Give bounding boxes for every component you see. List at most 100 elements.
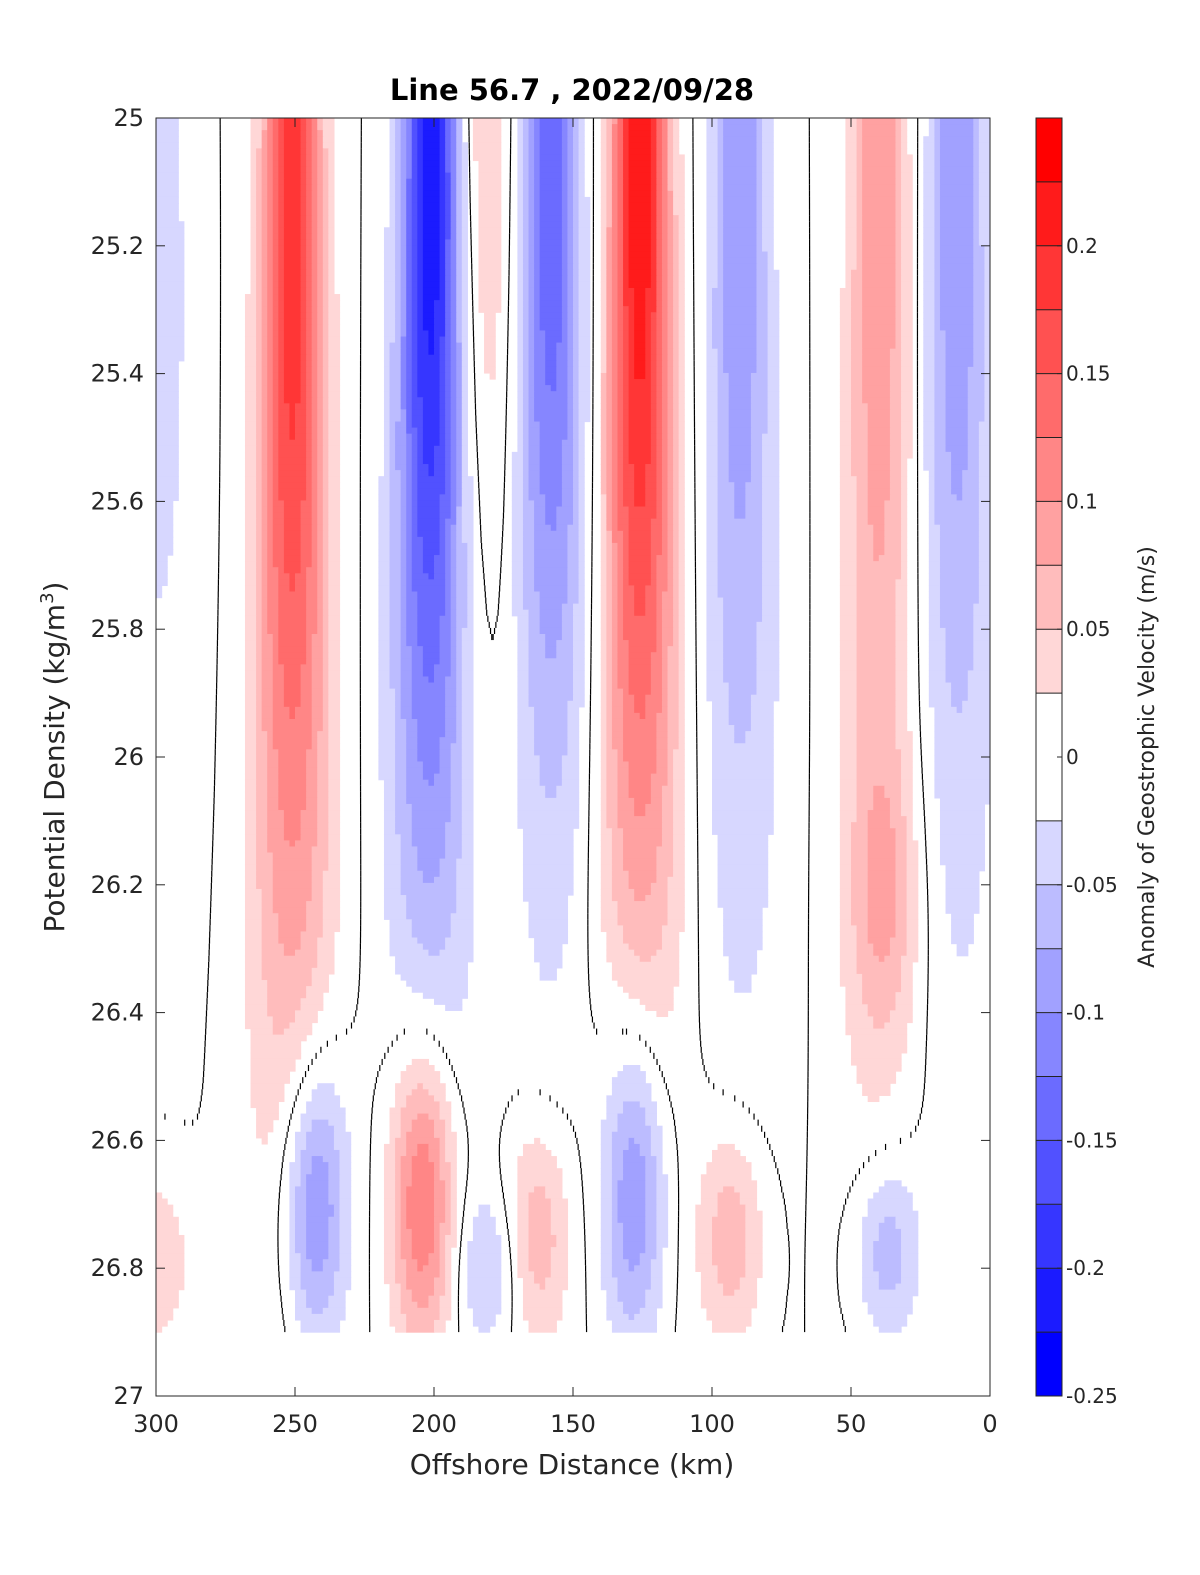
field-cell — [561, 488, 574, 495]
field-cell — [650, 233, 657, 241]
field-cell — [895, 306, 902, 313]
field-cell — [528, 124, 535, 131]
field-cell — [467, 567, 474, 574]
field-cell — [311, 245, 318, 253]
field-cell — [717, 433, 730, 441]
field-cell — [445, 433, 452, 441]
field-cell — [600, 160, 607, 168]
field-cell — [839, 306, 852, 313]
field-cell — [511, 603, 524, 611]
field-cell — [839, 524, 858, 532]
field-cell — [973, 251, 986, 259]
field-cell — [851, 324, 863, 332]
field-cell — [606, 287, 613, 295]
field-cell — [311, 239, 318, 247]
field-cell — [406, 482, 413, 489]
field-cell — [706, 366, 719, 374]
field-cell — [244, 354, 257, 362]
field-cell — [400, 233, 407, 241]
field-cell — [561, 160, 569, 168]
field-cell — [567, 567, 580, 574]
field-cell — [267, 281, 274, 289]
field-cell — [706, 124, 719, 131]
field-cell — [667, 518, 674, 526]
field-cell — [901, 573, 908, 580]
field-cell — [678, 354, 685, 362]
field-cell — [328, 621, 341, 629]
field-cell — [717, 512, 735, 520]
field-cell — [600, 627, 607, 635]
field-cell — [656, 451, 663, 459]
field-cell — [973, 190, 980, 198]
field-cell — [667, 154, 674, 162]
field-cell — [750, 476, 763, 483]
field-cell — [856, 184, 863, 192]
field-cell — [656, 555, 669, 562]
field-cell — [901, 506, 908, 514]
field-cell — [611, 124, 619, 131]
field-cell — [317, 172, 324, 180]
field-cell — [461, 476, 474, 483]
field-cell — [539, 166, 563, 174]
field-cell — [256, 160, 263, 168]
field-cell — [450, 124, 457, 131]
field-cell — [762, 184, 774, 192]
field-cell — [328, 166, 335, 174]
field-cell — [522, 470, 530, 477]
field-cell — [311, 366, 318, 374]
field-cell — [461, 184, 468, 192]
field-cell — [389, 391, 402, 398]
field-cell — [272, 633, 279, 641]
field-cell — [411, 433, 418, 441]
field-cell — [244, 427, 257, 435]
field-cell — [667, 379, 674, 386]
field-cell — [328, 640, 341, 647]
field-cell — [617, 190, 624, 198]
field-cell — [261, 579, 268, 587]
field-cell — [839, 494, 858, 502]
field-cell — [661, 148, 669, 156]
field-cell — [650, 391, 657, 398]
field-cell — [889, 457, 902, 465]
field-cell — [422, 415, 441, 423]
field-cell — [561, 215, 569, 222]
field-cell — [272, 439, 279, 447]
field-cell — [511, 549, 524, 556]
field-cell — [962, 482, 980, 489]
field-cell — [573, 130, 580, 137]
field-cell — [856, 500, 869, 508]
field-cell — [623, 275, 630, 283]
field-cell — [328, 482, 341, 489]
field-cell — [767, 366, 780, 374]
field-cell — [973, 215, 980, 222]
field-cell — [967, 397, 986, 404]
field-cell — [678, 415, 685, 423]
field-cell — [762, 215, 774, 222]
field-cell — [723, 609, 763, 617]
field-cell — [973, 245, 986, 253]
field-cell — [439, 518, 446, 526]
field-cell — [261, 160, 268, 168]
field-cell — [522, 476, 530, 483]
field-cell — [851, 457, 869, 465]
field-cell — [578, 470, 585, 477]
field-cell — [839, 603, 858, 611]
field-cell — [728, 476, 752, 483]
field-cell — [661, 536, 669, 544]
field-cell — [851, 300, 863, 307]
field-cell — [422, 561, 435, 568]
field-cell — [623, 549, 630, 556]
field-cell — [889, 397, 902, 404]
field-cell — [673, 609, 680, 617]
field-cell — [901, 421, 913, 429]
field-cell — [406, 379, 413, 386]
field-cell — [973, 130, 980, 137]
field-cell — [311, 640, 324, 647]
field-cell — [611, 603, 619, 611]
field-cell — [901, 166, 913, 174]
field-cell — [417, 633, 441, 641]
field-cell — [939, 227, 974, 234]
field-cell — [256, 488, 263, 495]
field-cell — [923, 330, 935, 338]
field-cell — [673, 294, 680, 301]
